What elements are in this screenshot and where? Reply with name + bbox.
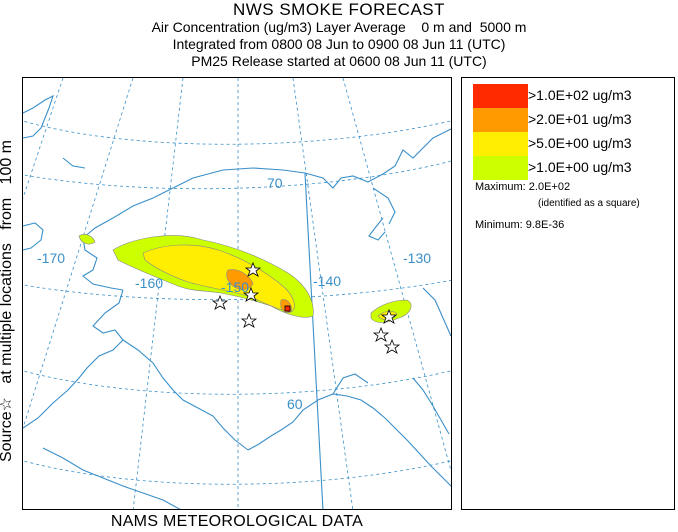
lon-label-130: -130	[403, 250, 431, 266]
lon-label-170: -170	[37, 250, 65, 266]
lat-label-70: 70	[267, 175, 283, 191]
maximum-square-icon	[284, 305, 291, 312]
legend-row: >5.0E+00 ug/m3	[473, 132, 673, 156]
meridian-170	[23, 78, 134, 429]
meridian-140	[292, 78, 354, 509]
legend-swatch	[473, 108, 528, 132]
parallel-60	[23, 370, 451, 395]
parallel-70	[23, 160, 451, 190]
map-canvas: -170 -160 -150 -140 -130 70 60	[23, 78, 451, 509]
legend-label: >5.0E+00 ug/m3	[528, 135, 632, 151]
source-markers	[211, 261, 401, 354]
lon-label-160: -160	[135, 275, 163, 291]
minimum-value: Minimum: 9.8E-36	[475, 219, 565, 231]
legend-swatch	[473, 132, 528, 156]
meridian-130	[342, 78, 451, 473]
legend-label: >2.0E+01 ug/m3	[528, 111, 632, 127]
release-info: PM25 Release started at 0600 08 Jun 11 (…	[191, 53, 487, 69]
smoke-plume	[78, 234, 412, 323]
source-star-icon	[211, 294, 229, 310]
source-star-icon	[383, 338, 401, 354]
legend-swatch	[473, 156, 528, 180]
source-star-icon	[372, 326, 390, 342]
smoke-map[interactable]: -170 -160 -150 -140 -130 70 60	[22, 77, 452, 510]
legend-label: >1.0E+02 ug/m3	[528, 87, 632, 103]
concentration-subtitle: Air Concentration (ug/m3) Layer Average …	[151, 19, 527, 35]
source-star-icon	[240, 312, 258, 328]
maximum-note: (identified as a square)	[538, 198, 640, 209]
parallel-55	[23, 460, 451, 485]
forecast-title: NWS SMOKE FORECAST	[232, 0, 446, 19]
maximum-value: Maximum: 2.0E+02	[475, 181, 571, 193]
source-label: Source☆ at multiple locations from 100 m	[0, 140, 15, 463]
meridian-180	[23, 78, 64, 200]
source-star-icon	[380, 308, 398, 324]
legend-row: >1.0E+02 ug/m3	[473, 84, 673, 108]
coastline	[23, 94, 451, 509]
parallel-75	[23, 120, 451, 145]
integration-period: Integrated from 0800 08 Jun to 0900 08 J…	[172, 36, 506, 52]
lon-label-150: -150	[221, 279, 249, 295]
lon-label-140: -140	[313, 273, 341, 289]
legend-label: >1.0E+00 ug/m3	[528, 159, 632, 175]
legend-panel: >1.0E+02 ug/m3 >2.0E+01 ug/m3 >5.0E+00 u…	[461, 77, 675, 510]
legend-row: >1.0E+00 ug/m3	[473, 156, 673, 180]
source-star-icon	[242, 286, 260, 302]
lat-label-60: 60	[287, 396, 303, 412]
source-star-icon	[244, 261, 262, 277]
legend-swatch	[473, 84, 528, 108]
parallel-65	[23, 279, 451, 301]
meridian-160	[132, 78, 184, 509]
meteorological-data-label: NAMS METEOROLOGICAL DATA	[110, 513, 364, 530]
legend-row: >2.0E+01 ug/m3	[473, 108, 673, 132]
